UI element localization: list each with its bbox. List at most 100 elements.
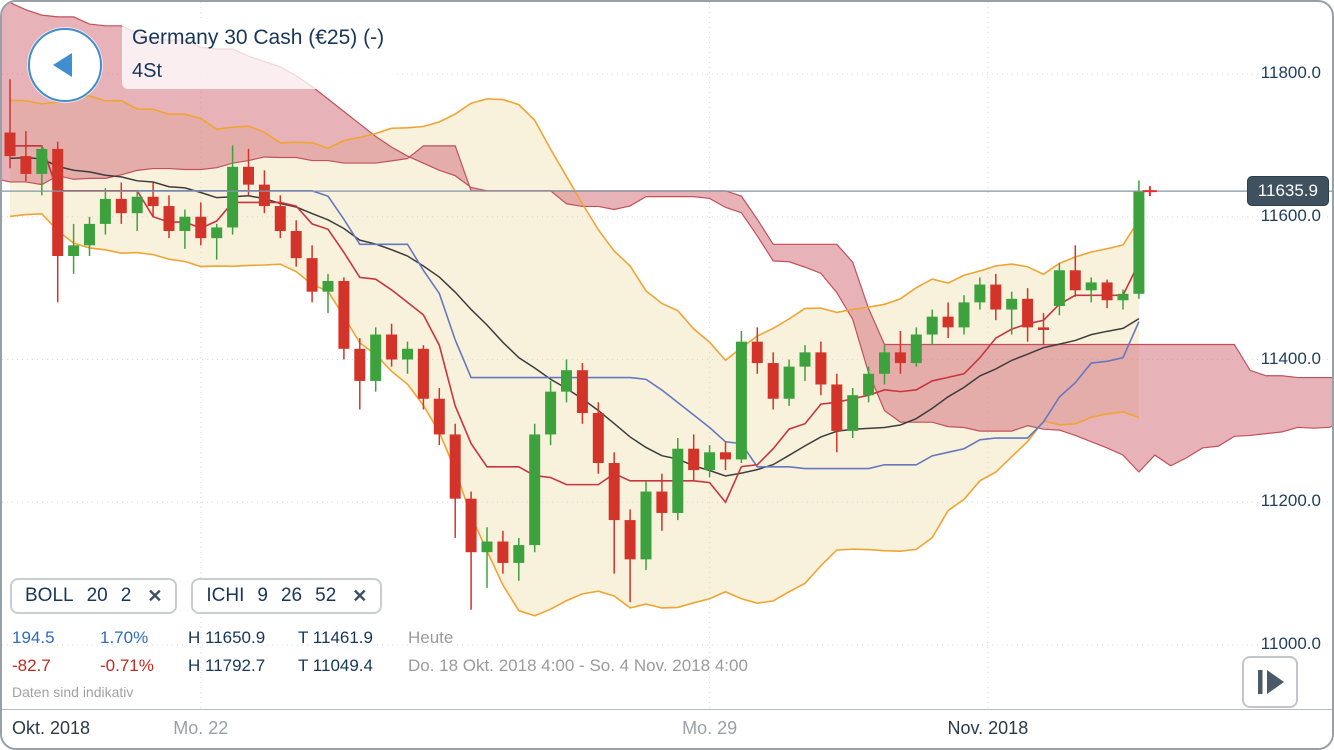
change-value: -82.7 xyxy=(12,656,51,675)
candle-body xyxy=(1069,270,1081,291)
time-axis: Okt. 2018 Mo. 22 Mo. 29 Nov. 2018 xyxy=(2,709,1332,748)
price-chart[interactable] xyxy=(2,2,1334,714)
candle-body xyxy=(131,196,143,214)
bollinger-upper-line xyxy=(9,95,1140,362)
candle-body xyxy=(20,156,32,174)
candle-body xyxy=(179,216,191,232)
high-value: H 11792.7 xyxy=(188,656,266,675)
change-value: 194.5 xyxy=(12,628,55,647)
candle-body xyxy=(84,223,95,246)
low-value: T 11461.9 xyxy=(298,628,373,647)
candle-body xyxy=(370,334,382,381)
indicator-name: BOLL xyxy=(25,585,74,606)
instrument-title: Germany 30 Cash (€25) (-) xyxy=(132,26,385,49)
timeframe-label[interactable]: 4St xyxy=(132,60,163,82)
time-axis-label: Mo. 29 xyxy=(682,718,738,738)
candle-body xyxy=(195,216,207,239)
senkou-a-line xyxy=(2,145,1332,473)
candle-body xyxy=(879,352,890,374)
candle-body xyxy=(720,452,731,460)
indicator-param: 26 xyxy=(280,585,303,606)
candle-body xyxy=(1038,327,1049,330)
disclaimer-text: Daten sind indikativ xyxy=(12,684,134,700)
candle-body xyxy=(847,395,859,431)
candle-body xyxy=(1053,270,1065,306)
back-button[interactable] xyxy=(28,28,102,102)
indicator-chip-boll[interactable]: BOLL 20 2 ✕ xyxy=(10,578,178,614)
candle-body xyxy=(243,166,254,185)
indicator-param: 9 xyxy=(257,585,268,606)
indicator-chips: BOLL 20 2 ✕ ICHI 9 26 52 ✕ xyxy=(10,578,383,614)
low-value: T 11049.4 xyxy=(298,656,373,675)
candle-body xyxy=(497,541,509,563)
indicator-name: ICHI xyxy=(206,585,245,606)
candle-body xyxy=(1117,293,1129,301)
chart-area: 11800.0 11600.0 11400.0 11200.0 11000.0 1163… xyxy=(2,2,1332,714)
candle-body xyxy=(449,434,461,499)
stats-panel: 194.5 1.70% H 11650.9 T 11461.9 Heute -8… xyxy=(12,624,748,680)
indicator-param: 52 xyxy=(315,585,337,606)
indicator-chip-ichi[interactable]: ICHI 9 26 52 ✕ xyxy=(191,578,383,614)
candle-body xyxy=(958,302,970,328)
candle-body xyxy=(608,462,620,521)
candle-body xyxy=(1133,191,1145,294)
candle-body xyxy=(258,184,270,207)
title-block: Germany 30 Cash (€25) (-) 4St xyxy=(122,22,395,89)
ichimoku-cloud xyxy=(2,2,1332,473)
candle-body xyxy=(338,280,350,349)
high-value: H 11650.9 xyxy=(188,628,266,647)
candle-body xyxy=(52,148,64,257)
candle-body xyxy=(322,280,334,292)
candle-body xyxy=(1022,298,1034,328)
candle-body xyxy=(1101,282,1113,301)
candle-body xyxy=(306,258,318,292)
candle-body xyxy=(704,452,716,471)
period-label: Heute xyxy=(408,628,454,647)
candle-body xyxy=(433,398,445,435)
candle-body xyxy=(815,352,827,385)
candle-body xyxy=(656,491,668,513)
candle-body xyxy=(735,341,747,460)
candle-body xyxy=(926,316,938,335)
time-axis-label: Nov. 2018 xyxy=(947,718,1029,738)
candle-body xyxy=(481,541,493,553)
stats-row-range: -82.7 -0.71% H 11792.7 T 11049.4 Do. 18 … xyxy=(12,652,748,680)
time-axis-label: Okt. 2018 xyxy=(12,718,91,738)
candle-body xyxy=(529,434,541,546)
candle-body xyxy=(465,498,477,553)
candle-body xyxy=(910,334,922,364)
candle-body xyxy=(942,316,954,328)
candle-body xyxy=(513,545,525,563)
chart-header: Germany 30 Cash (€25) (-) 4St xyxy=(28,22,395,102)
remove-indicator-icon[interactable]: ✕ xyxy=(352,585,368,606)
candle-body xyxy=(576,370,588,414)
candle-body xyxy=(4,132,16,157)
bollinger-fill xyxy=(10,95,1139,616)
candle-body xyxy=(767,363,779,399)
candle-body xyxy=(592,413,604,463)
candle-body xyxy=(863,373,875,396)
candle-body xyxy=(1085,282,1097,291)
candle-body xyxy=(894,352,906,364)
candle-body xyxy=(274,206,286,232)
candle-body xyxy=(227,166,239,228)
indicator-param: 2 xyxy=(120,585,132,606)
candle-body xyxy=(545,391,557,435)
candle-body xyxy=(990,284,1002,310)
candle-body xyxy=(624,520,636,560)
stats-row-today: 194.5 1.70% H 11650.9 T 11461.9 Heute xyxy=(12,624,748,652)
go-to-latest-button[interactable] xyxy=(1242,656,1298,708)
candle-body xyxy=(211,227,223,239)
skip-to-latest-icon xyxy=(1258,670,1284,694)
candle-body xyxy=(354,348,366,381)
time-axis-label: Mo. 22 xyxy=(173,718,229,738)
candle-body xyxy=(99,198,111,224)
candle-body xyxy=(672,448,684,513)
candle-body xyxy=(799,352,811,367)
candle-body xyxy=(417,348,429,399)
candle-body xyxy=(386,334,398,360)
change-percent: 1.70% xyxy=(100,628,149,647)
candle-body xyxy=(115,198,127,214)
remove-indicator-icon[interactable]: ✕ xyxy=(147,585,163,606)
